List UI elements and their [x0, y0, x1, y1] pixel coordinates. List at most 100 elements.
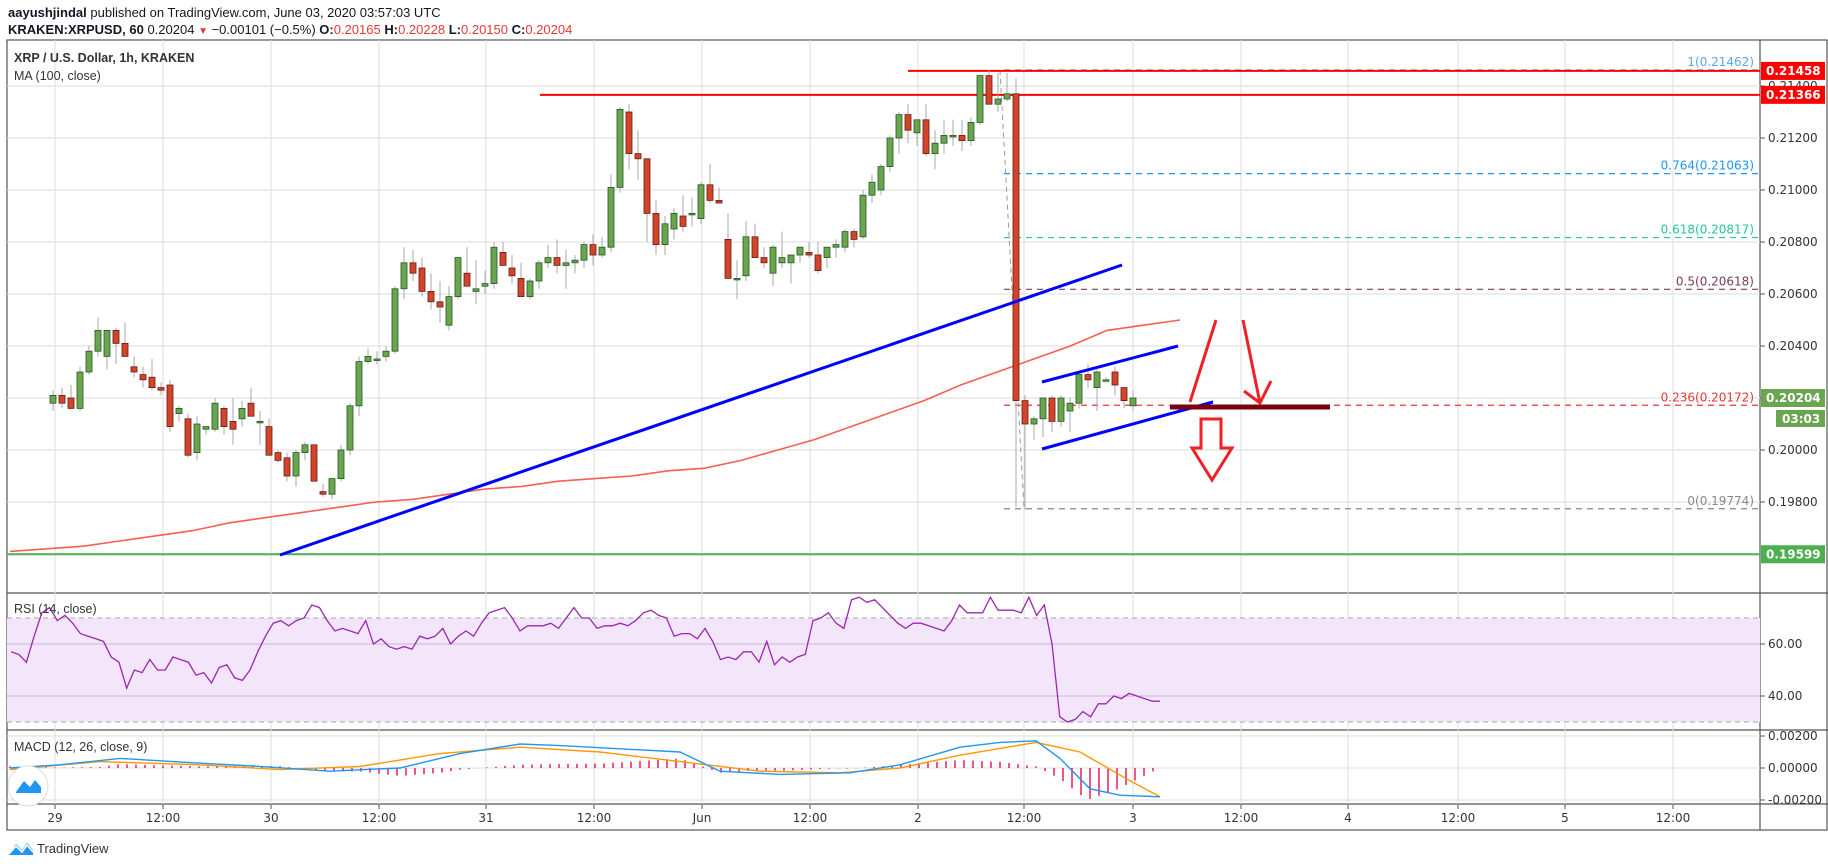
price-label-badge: [1761, 545, 1825, 564]
candle-down: [1120, 387, 1128, 402]
time-axis-label: 12:00: [1224, 811, 1259, 825]
candle-down: [1048, 397, 1056, 422]
candle-up: [832, 244, 840, 248]
candle-up: [697, 184, 705, 220]
candle-down: [625, 111, 633, 154]
rsi-axis-label: 60.00: [1768, 637, 1802, 651]
candle-down: [220, 407, 228, 427]
candle-up: [292, 452, 300, 477]
candle-up: [841, 231, 849, 248]
candle-down: [463, 272, 471, 287]
close-value: 0.20204: [525, 22, 573, 37]
candle-down: [1084, 374, 1092, 381]
candle-down: [121, 342, 129, 357]
fib-level-label: 0.618(0.20817): [1661, 223, 1754, 237]
candle-up: [616, 109, 624, 188]
candle-up: [688, 212, 696, 216]
candle-down: [715, 199, 723, 204]
price-label-badge: [1761, 389, 1825, 407]
candle-down: [157, 387, 165, 391]
time-axis-label: 2: [914, 811, 922, 825]
low-value: 0.20150: [461, 22, 508, 37]
candle-up: [607, 186, 615, 248]
time-axis-label: 12:00: [362, 811, 397, 825]
candle-down: [760, 257, 768, 264]
candle-down: [814, 254, 822, 271]
publish-info: aayushjindal published on TradingView.co…: [8, 5, 441, 20]
candle-down: [418, 267, 426, 292]
candle-up: [940, 134, 948, 144]
candle-up: [733, 277, 741, 281]
candle-up: [1030, 418, 1038, 425]
candle-down: [184, 418, 192, 456]
candle-down: [427, 290, 435, 303]
ma100-line: [9, 319, 1181, 553]
arrow-down-stroke-icon: [1241, 319, 1273, 406]
candle-down: [112, 329, 120, 344]
candle-up: [193, 423, 201, 454]
candle-up: [328, 478, 336, 495]
fib-level-label: 0.236(0.20172): [1661, 390, 1754, 404]
time-axis-label: 12:00: [577, 811, 612, 825]
candle-up: [544, 257, 552, 264]
rsi-band: [7, 618, 1760, 722]
price-label-text: 0.21458: [1766, 64, 1821, 78]
price-axis-label: 0.20400: [1768, 339, 1818, 353]
open-value: 0.20165: [333, 22, 381, 37]
low-label: L:: [448, 22, 461, 37]
bullish-trendline: [279, 263, 1123, 557]
candle-up: [877, 166, 885, 191]
macd-signal-line: [9, 741, 1161, 798]
time-axis-label: 3: [1129, 811, 1137, 825]
candle-down: [904, 114, 912, 131]
candle-down: [1012, 93, 1020, 401]
price-axis-label: 0.19800: [1768, 495, 1818, 509]
candle-up: [238, 407, 246, 420]
candle-up: [373, 358, 381, 361]
candle-up: [1102, 379, 1110, 382]
time-axis-label: 30: [263, 811, 278, 825]
close-label: C:: [511, 22, 526, 37]
candle-down: [805, 251, 813, 256]
author-name[interactable]: aayushjindal: [8, 5, 87, 20]
candle-up: [391, 288, 399, 352]
candle-down: [130, 366, 138, 373]
candle-down: [409, 262, 417, 274]
time-axis-label: 31: [478, 811, 493, 825]
candle-down: [499, 251, 507, 266]
candle-up: [481, 283, 489, 287]
candle-up: [364, 355, 372, 362]
candle-up: [1003, 93, 1011, 100]
tradingview-brand[interactable]: TradingView: [8, 840, 109, 856]
macd-line: [9, 740, 1161, 798]
candle-down: [589, 244, 597, 256]
candle-down: [229, 420, 237, 430]
time-axis-label: 4: [1344, 811, 1352, 825]
candle-down: [247, 402, 255, 417]
price-axis-label: 0.21000: [1768, 183, 1818, 197]
candle-up: [1129, 397, 1137, 407]
candle-down: [319, 491, 327, 495]
published-text: published on TradingView.com, June 03, 2…: [90, 5, 441, 20]
candle-down: [751, 236, 759, 259]
candle-up: [1057, 397, 1065, 422]
price-change: −0.00101 (−0.5%): [211, 22, 316, 37]
candle-down: [67, 397, 75, 409]
candle-up: [895, 114, 903, 139]
candle-down: [139, 374, 147, 381]
time-axis-label: 12:00: [1656, 811, 1691, 825]
high-label: H:: [384, 22, 399, 37]
candle-up: [931, 142, 939, 154]
candle-up: [886, 137, 894, 168]
fib-level-label: 0.764(0.21063): [1661, 159, 1754, 173]
fib-level-label: 0(0.19774): [1687, 494, 1754, 508]
candle-up: [400, 262, 408, 290]
candle-up: [382, 350, 390, 357]
candle-down: [310, 444, 318, 482]
candle-up: [823, 246, 831, 258]
candle-down: [958, 134, 966, 141]
channel-lower-line: [1041, 400, 1214, 451]
candle-up: [346, 405, 354, 451]
fib-level-label: 1(0.21462): [1687, 55, 1754, 69]
